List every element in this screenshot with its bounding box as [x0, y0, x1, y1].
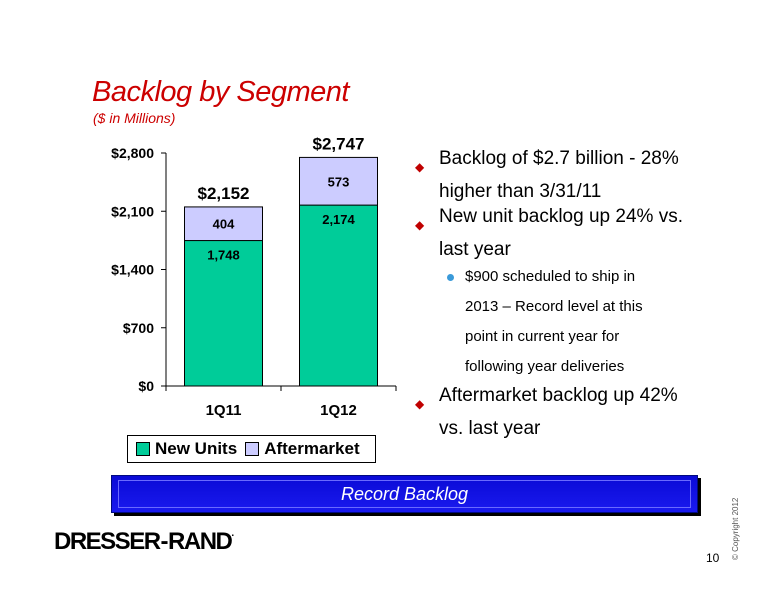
banner-inner-border [118, 480, 691, 508]
legend-swatch-new-units [136, 442, 150, 456]
y-tick-label: $2,800 [111, 145, 154, 161]
bar-segment-new-units [299, 204, 378, 387]
bullet-text: last year [439, 239, 511, 260]
dresser-rand-logo: DRESSER-RAND. [54, 528, 235, 555]
data-label: 1,748 [207, 248, 240, 263]
bar-segment-aftermarket [184, 206, 263, 242]
diamond-bullet-icon: ◆ [415, 160, 425, 174]
x-tick-label: 1Q12 [320, 402, 357, 419]
x-tick-label: 1Q11 [206, 402, 242, 419]
bar-segment-aftermarket [299, 156, 378, 206]
diamond-bullet-icon: ◆ [415, 218, 425, 232]
bullet-text: Backlog of $2.7 billion - 28% [439, 148, 679, 169]
slide-subtitle: ($ in Millions) [93, 110, 176, 126]
bullet-text: Aftermarket backlog up 42% [439, 385, 678, 406]
data-label: 404 [213, 217, 235, 232]
total-label: $2,747 [313, 134, 365, 153]
legend-label-new-units: New Units [155, 439, 238, 458]
data-label: 2,174 [322, 212, 355, 227]
y-tick-label: $2,100 [111, 203, 154, 219]
bullet-text: higher than 3/31/11 [439, 181, 602, 202]
copyright-notice: © Copyright 2012 [731, 497, 740, 560]
total-label: $2,152 [198, 184, 250, 203]
bullet-text: New unit backlog up 24% vs. [439, 206, 683, 227]
chart-legend: New Units Aftermarket [127, 435, 376, 463]
page-number: 10 [706, 551, 720, 565]
legend-swatch-aftermarket [245, 442, 260, 456]
bullet-text: vs. last year [439, 418, 541, 439]
slide-title: Backlog by Segment [92, 76, 349, 108]
y-tick-label: $1,400 [111, 262, 154, 278]
diamond-bullet-icon: ◆ [415, 397, 425, 411]
sub-bullet-text: following year deliveries [465, 358, 625, 375]
y-tick-label: $0 [138, 378, 154, 394]
backlog-chart: $0 $700 $1,400 $2,100 $2,800 1,748 404 $2,152 1Q… [111, 134, 397, 419]
record-backlog-banner: Record Backlog [111, 475, 698, 513]
y-tick-label: $700 [123, 320, 154, 336]
data-label: 573 [328, 174, 350, 189]
sub-bullet-text: $900 scheduled to ship in [465, 268, 636, 285]
sub-bullet-text: point in current year for [465, 328, 620, 345]
dot-bullet-icon [447, 274, 454, 281]
banner-text: Record Backlog [340, 484, 469, 504]
legend-item-new-units: New Units [136, 439, 237, 459]
bar-segment-new-units [184, 240, 263, 387]
legend-item-aftermarket: Aftermarket [245, 439, 360, 459]
sub-bullet-text: 2013 – Record level at this [465, 298, 643, 315]
legend-label-aftermarket: Aftermarket [264, 439, 360, 458]
